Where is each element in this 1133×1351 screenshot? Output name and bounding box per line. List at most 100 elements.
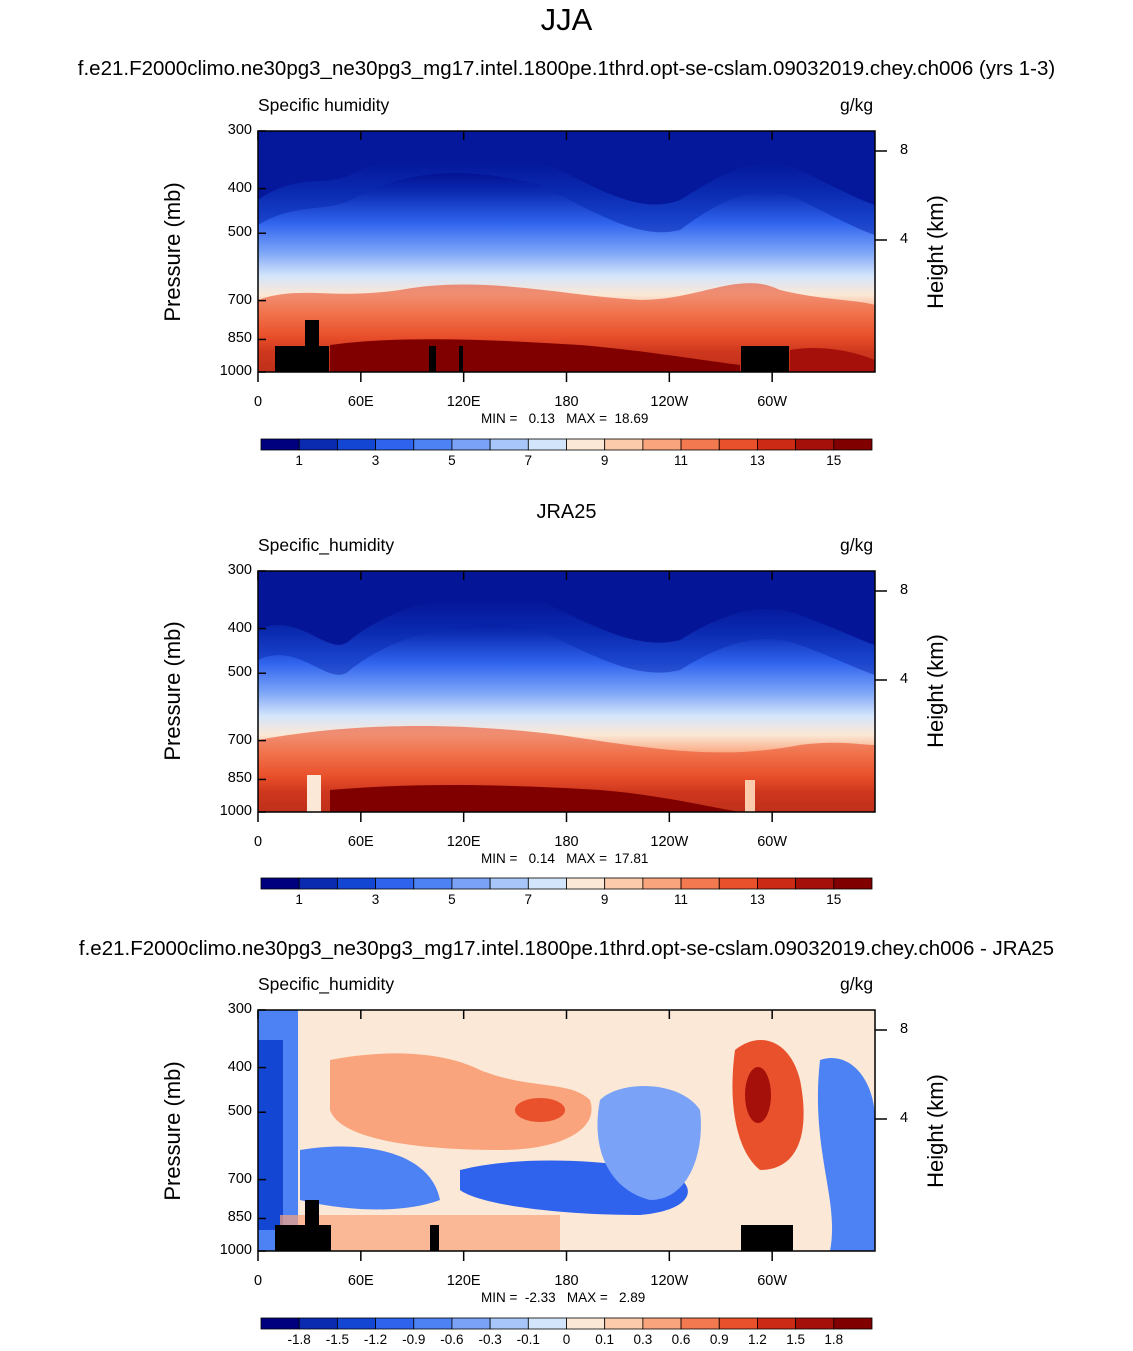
panel2-height-tick-4: 4 [900,671,909,687]
panel3-variable: Specific_humidity [258,974,395,994]
panel2-pressure-tick-1000: 1000 [219,803,252,819]
colorbar-swatch [642,438,682,451]
panel2-lon-tick-60W: 60W [757,834,788,850]
colorbar-swatch [489,1317,529,1330]
colorbar-label--0.6: -0.6 [440,1332,464,1347]
colorbar-swatch [336,877,376,890]
colorbar-swatch [375,438,415,451]
colorbar-swatch [451,438,491,451]
panel2-pressure-tick-300: 300 [227,562,252,578]
panel1-title: f.e21.F2000climo.ne30pg3_ne30pg3_mg17.in… [77,57,1056,80]
panel2-lon-tick-120E: 120E [446,834,481,850]
panel1-field [258,131,875,372]
panel2-lon-tick-120W: 120W [650,834,689,850]
colorbar-swatch [566,1317,606,1330]
panel3-pressure-tick-500: 500 [227,1103,252,1120]
colorbar-label-3: 3 [371,453,380,468]
colorbar-swatch [680,877,720,890]
colorbar-label--1.8: -1.8 [287,1332,311,1347]
colorbar-swatch [413,438,453,451]
panel3-pressure-tick-1000: 1000 [219,1242,252,1258]
colorbar-label--1.5: -1.5 [325,1332,349,1347]
panel1-stats: MIN = 0.13 MAX = 18.69 [481,411,649,426]
panel3-pressure-tick-400: 400 [227,1058,252,1075]
colorbar-label-0.3: 0.3 [633,1332,653,1347]
colorbar-swatch [680,438,720,451]
colorbar-label-5: 5 [448,892,456,907]
panel3-lon-tick-0: 0 [253,1273,263,1289]
colorbar-swatch [413,1317,453,1330]
panel3-units: g/kg [840,974,874,994]
panel1-pressure-tick-850: 850 [227,330,252,347]
panel1-lon-tick-120W: 120W [650,394,689,410]
panel2-pressure-tick-500: 500 [227,664,252,681]
panel1-pressure-tick-500: 500 [227,224,252,241]
colorbar-label-7: 7 [524,453,533,468]
colorbar-swatch [718,1317,758,1330]
colorbar-label-9: 9 [600,892,609,907]
panel1-lon-tick-0: 0 [253,394,263,410]
panel3-lon-tick-180: 180 [554,1273,579,1289]
colorbar-label-1.8: 1.8 [824,1332,844,1347]
panel1-pressure-tick-700: 700 [227,291,252,308]
panel2-pressure-tick-850: 850 [227,770,252,787]
colorbar-swatch [604,438,644,451]
panel3-field [258,1010,875,1251]
colorbar-swatch [527,438,567,451]
colorbar-label-13: 13 [749,453,765,468]
panel3-stats: MIN = -2.33 MAX = 2.89 [481,1290,646,1305]
colorbar-swatch [336,1317,376,1330]
colorbar-swatch [527,1317,567,1330]
colorbar-label-0: 0 [562,1332,571,1347]
panel1-pressure-tick-300: 300 [227,122,252,138]
season-title: JJA [540,2,593,37]
axis-tick-marks [257,130,887,1261]
panel3-height-tick-8: 8 [900,1021,909,1037]
colorbar-swatch [298,877,338,890]
colorbar-label-5: 5 [448,453,456,468]
panel2-units: g/kg [840,535,874,555]
panel1-variable: Specific humidity [258,95,390,115]
colorbar-label-7: 7 [524,892,533,907]
colorbar-swatch [757,438,797,451]
colorbar-label-1.2: 1.2 [748,1332,767,1347]
panel3-pressure-tick-850: 850 [227,1209,252,1226]
colorbar-swatch [260,877,300,890]
panel2-lon-tick-180: 180 [554,834,579,850]
colorbar-swatch [642,877,682,890]
colorbar-label-9: 9 [600,453,609,468]
panel1-lon-tick-60W: 60W [757,394,788,410]
panel2-stats: MIN = 0.14 MAX = 17.81 [481,851,649,866]
colorbar-swatch [566,438,606,451]
colorbar-full-field-1 [260,438,873,451]
colorbar-swatch [566,877,606,890]
colorbar-label-0.9: 0.9 [709,1332,729,1347]
colorbar-swatch [795,438,835,451]
colorbar-swatch [718,438,758,451]
colorbar-label-0.6: 0.6 [671,1332,691,1347]
colorbar-swatch [451,1317,491,1330]
panel3-lon-tick-60W: 60W [757,1273,788,1289]
colorbar-swatch [604,877,644,890]
panel1-lon-tick-120E: 120E [446,394,481,410]
panel3-title: f.e21.F2000climo.ne30pg3_ne30pg3_mg17.in… [78,937,1055,960]
panel2-lon-tick-60E: 60E [347,834,374,850]
panel3-lon-tick-120E: 120E [446,1273,481,1289]
panel1-lon-tick-180: 180 [554,394,579,410]
colorbar-swatch [718,877,758,890]
panel3-lon-tick-120W: 120W [650,1273,689,1289]
colorbar-swatch [795,1317,835,1330]
colorbar-swatch [833,438,873,451]
panel1-height-tick-4: 4 [900,231,909,247]
colorbar-swatch [642,1317,682,1330]
colorbar-label-15: 15 [826,453,842,468]
panel2-height-tick-8: 8 [900,582,909,598]
colorbar-label--0.9: -0.9 [402,1332,426,1347]
colorbar-full-field-2 [260,877,873,890]
panel2-variable: Specific_humidity [258,535,395,555]
colorbar-label-3: 3 [371,892,380,907]
colorbar-swatch [757,877,797,890]
panel3-pressure-tick-300: 300 [227,1001,252,1017]
panel1-pressure-tick-1000: 1000 [219,363,252,379]
